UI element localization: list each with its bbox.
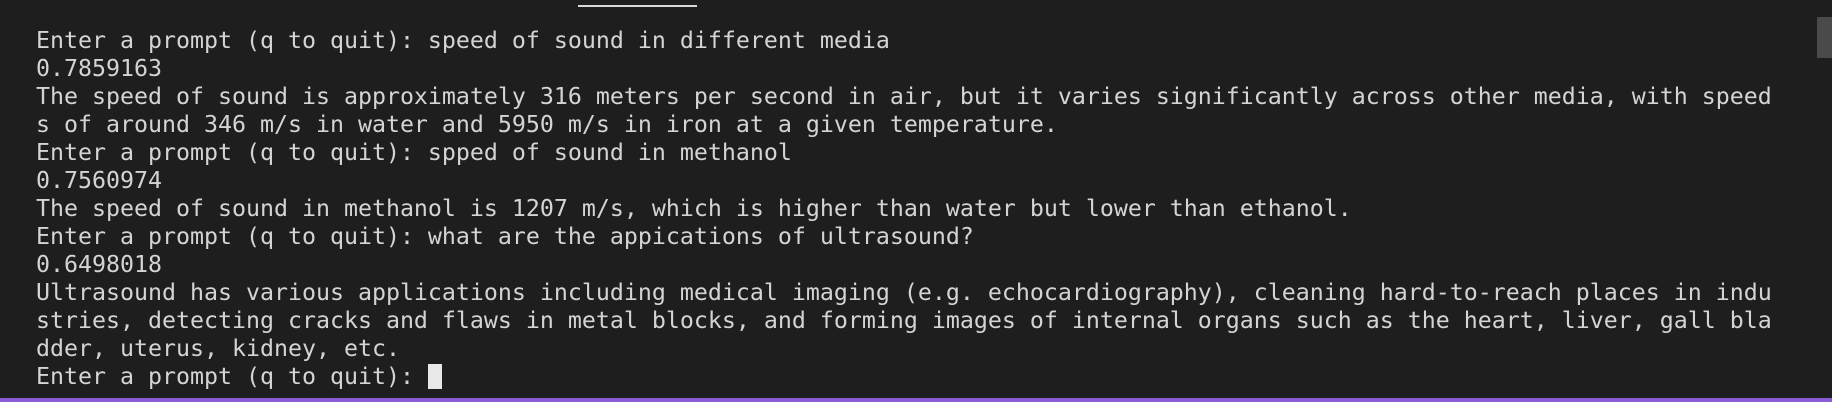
similarity-score: 0.7859163: [36, 55, 162, 82]
prompt-label: Enter a prompt (q to quit):: [36, 223, 414, 250]
response-text: The speed of sound in methanol is 1207 m…: [36, 195, 1352, 222]
user-input: spped of sound in methanol: [427, 139, 792, 166]
prompt-label: Enter a prompt (q to quit):: [36, 363, 414, 390]
status-border: [0, 398, 1832, 402]
scrollbar[interactable]: [1817, 17, 1832, 58]
response-text: The speed of sound is approximately 316 …: [36, 83, 1772, 138]
user-input: speed of sound in different media: [427, 27, 890, 54]
prompt-line: Enter a prompt (q to quit): speed of soun…: [36, 27, 1772, 55]
prompt-line: Enter a prompt (q to quit):: [36, 363, 1772, 391]
user-input: what are the appications of ultrasound?: [427, 223, 974, 250]
terminal-output: Enter a prompt (q to quit): speed of soun…: [36, 27, 1772, 391]
active-tab-indicator: [578, 5, 697, 7]
prompt-line: Enter a prompt (q to quit): what are the …: [36, 223, 1772, 251]
prompt-label: Enter a prompt (q to quit):: [36, 27, 414, 54]
prompt-label: Enter a prompt (q to quit):: [36, 139, 414, 166]
response-text: Ultrasound has various applications incl…: [36, 279, 1772, 362]
cursor[interactable]: [427, 364, 442, 389]
similarity-score: 0.6498018: [36, 251, 162, 278]
prompt-line: Enter a prompt (q to quit): spped of soun…: [36, 139, 1772, 167]
similarity-score: 0.7560974: [36, 167, 162, 194]
